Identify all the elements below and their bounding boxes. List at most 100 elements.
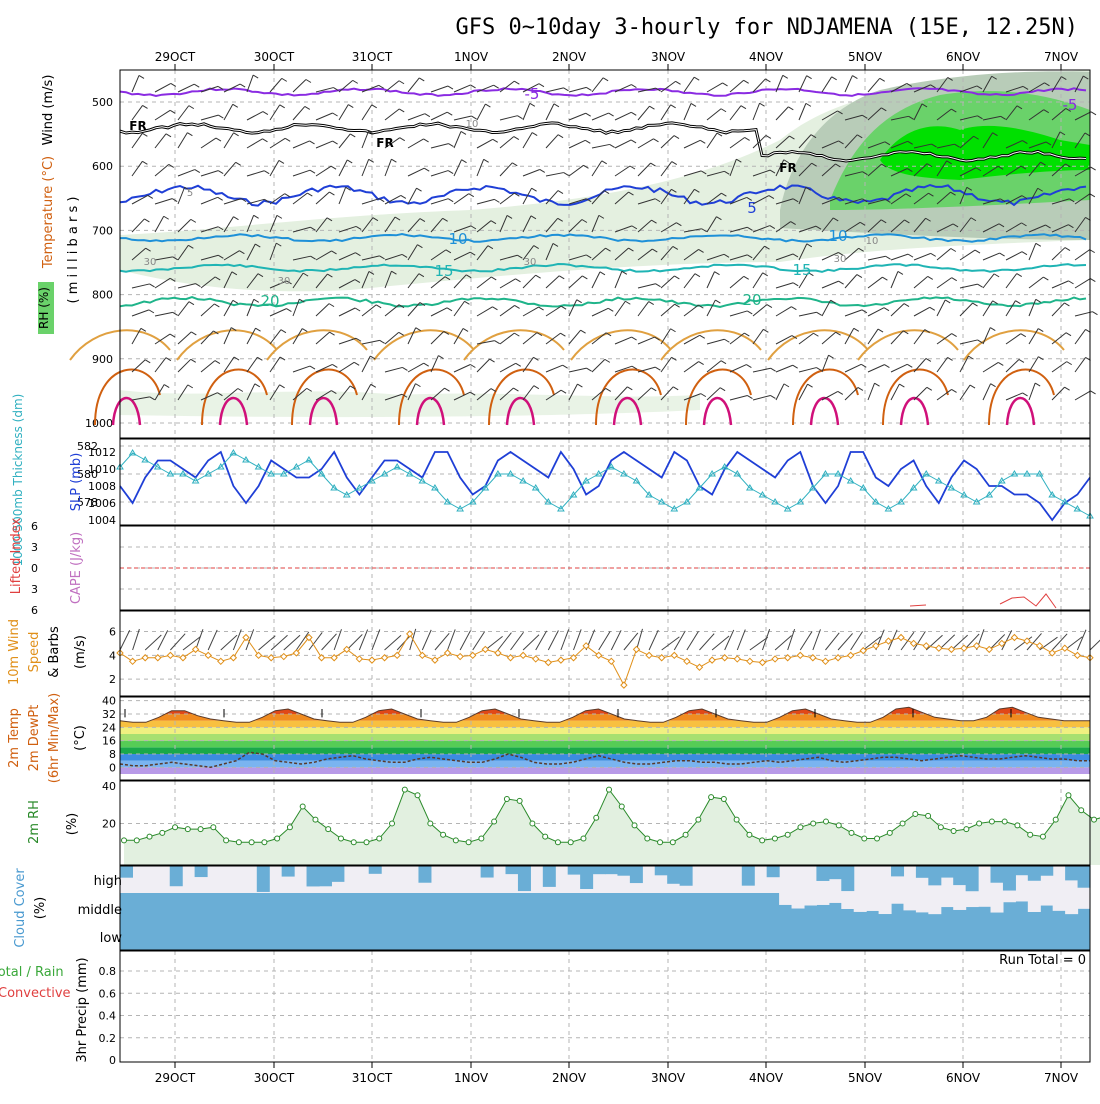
wind-barb — [867, 163, 882, 177]
wind-barb — [706, 253, 725, 261]
cloud-axis-label-unit: (%) — [33, 897, 48, 920]
wind-barb — [775, 159, 785, 177]
wind-barb-flag — [490, 220, 497, 225]
wind-tick-label: 2 — [109, 673, 116, 686]
wind-barb — [982, 273, 995, 289]
wind10-point — [532, 655, 540, 663]
wind-barb-flag — [1021, 195, 1028, 200]
rh2m-point — [146, 833, 153, 840]
wind-barb-flag — [952, 223, 959, 228]
wind-barb-flag — [746, 254, 753, 259]
bottom-date-label: 31OCT — [352, 1071, 393, 1085]
wind-barb — [752, 169, 771, 177]
wind10-point — [443, 649, 452, 657]
rh2m-point — [1027, 831, 1034, 838]
wind-barb-flag — [348, 104, 354, 109]
wind-barb — [752, 195, 770, 205]
wind-barb-flag — [239, 83, 246, 88]
wind10-point — [380, 654, 389, 662]
wind-barb-flag — [531, 187, 537, 192]
isotherm-35 — [218, 396, 249, 426]
wind-barb — [177, 283, 196, 289]
wind-barb — [1074, 166, 1091, 177]
cloud-high-bar — [667, 866, 681, 884]
wind-barb — [246, 356, 258, 373]
wind-barb — [1074, 390, 1091, 401]
temp-color-band — [120, 760, 1090, 768]
wind-barb — [430, 170, 449, 177]
wind-barb — [545, 172, 564, 177]
wind10-point — [292, 649, 301, 657]
rh2m-point — [835, 822, 842, 829]
wind-barb-flag — [1065, 332, 1072, 337]
wind-barb — [1074, 357, 1086, 373]
wind-barb — [568, 219, 583, 233]
cloud-mid-gap — [791, 893, 805, 909]
wind-barb-flag — [163, 384, 170, 388]
wind-barb-flag — [217, 226, 224, 231]
wind-barb-flag — [929, 306, 936, 311]
thickness-point — [582, 477, 590, 484]
wind-barb-flag — [213, 330, 219, 335]
wind-barb — [844, 309, 863, 317]
wind-barb — [729, 137, 745, 149]
wind10-barb — [862, 636, 882, 651]
wind-barb-flag — [279, 104, 285, 109]
wind-barb — [775, 364, 793, 373]
thickness-point — [557, 505, 565, 512]
rh2m-point — [172, 824, 179, 831]
wind-barb — [430, 355, 439, 373]
wind-barb — [867, 328, 879, 345]
wind-barb-flag — [492, 306, 498, 311]
isotherm-30 — [882, 368, 949, 426]
wind-barb-flag — [671, 161, 678, 165]
wind-barb-flag — [603, 190, 610, 195]
wind-barb-flag — [558, 275, 565, 280]
wind-barb — [729, 275, 745, 289]
wind10-point — [519, 651, 527, 660]
wind10-point — [897, 633, 905, 642]
wind-barb-flag — [188, 244, 194, 249]
wind-barb — [269, 308, 287, 317]
wind10-barb — [232, 629, 242, 651]
wind-barb — [453, 115, 472, 121]
wind-barb-flag — [563, 172, 569, 176]
wind-barb-flag — [837, 110, 843, 115]
wind-barb — [637, 366, 656, 373]
wind-barb-flag — [447, 198, 454, 203]
wind-barb — [499, 362, 516, 373]
wind-barb — [637, 248, 653, 261]
wind-barb-flag — [214, 276, 221, 281]
wind-barb-flag — [838, 280, 844, 285]
wind-barb — [729, 158, 737, 177]
wind-barb-flag — [977, 339, 983, 344]
wind-barb — [1005, 359, 1020, 373]
wind-barb-flag — [218, 114, 224, 119]
wind-barb-flag — [782, 74, 789, 79]
wind-barb — [890, 330, 904, 345]
wind-barb-flag — [355, 226, 362, 230]
wind-barb — [798, 332, 814, 345]
li-series-a — [909, 604, 927, 607]
wind-barb-flag — [792, 364, 798, 369]
wind-barb — [936, 333, 952, 345]
wind-barb — [200, 276, 216, 289]
wind-barb — [844, 247, 859, 261]
wind-barb-flag — [165, 133, 172, 138]
wind-barb-flag — [378, 84, 384, 89]
wind-barb — [200, 303, 215, 317]
thickness-point — [166, 470, 175, 477]
wind-barb — [821, 140, 839, 149]
rh2m-point — [440, 831, 447, 838]
rh2m-axis-label: 2m RH — [27, 800, 42, 844]
wind-barb-flag — [608, 112, 614, 117]
wind-barb — [407, 113, 426, 121]
wind-barb — [568, 275, 583, 289]
wind-barb-flag — [215, 137, 222, 142]
wind-barb — [591, 112, 609, 121]
wind-barb — [430, 331, 445, 345]
cloud-high-bar — [629, 866, 643, 884]
wind-barb — [361, 255, 380, 261]
wind-barb — [246, 273, 259, 289]
wind-barb-flag — [764, 245, 770, 250]
